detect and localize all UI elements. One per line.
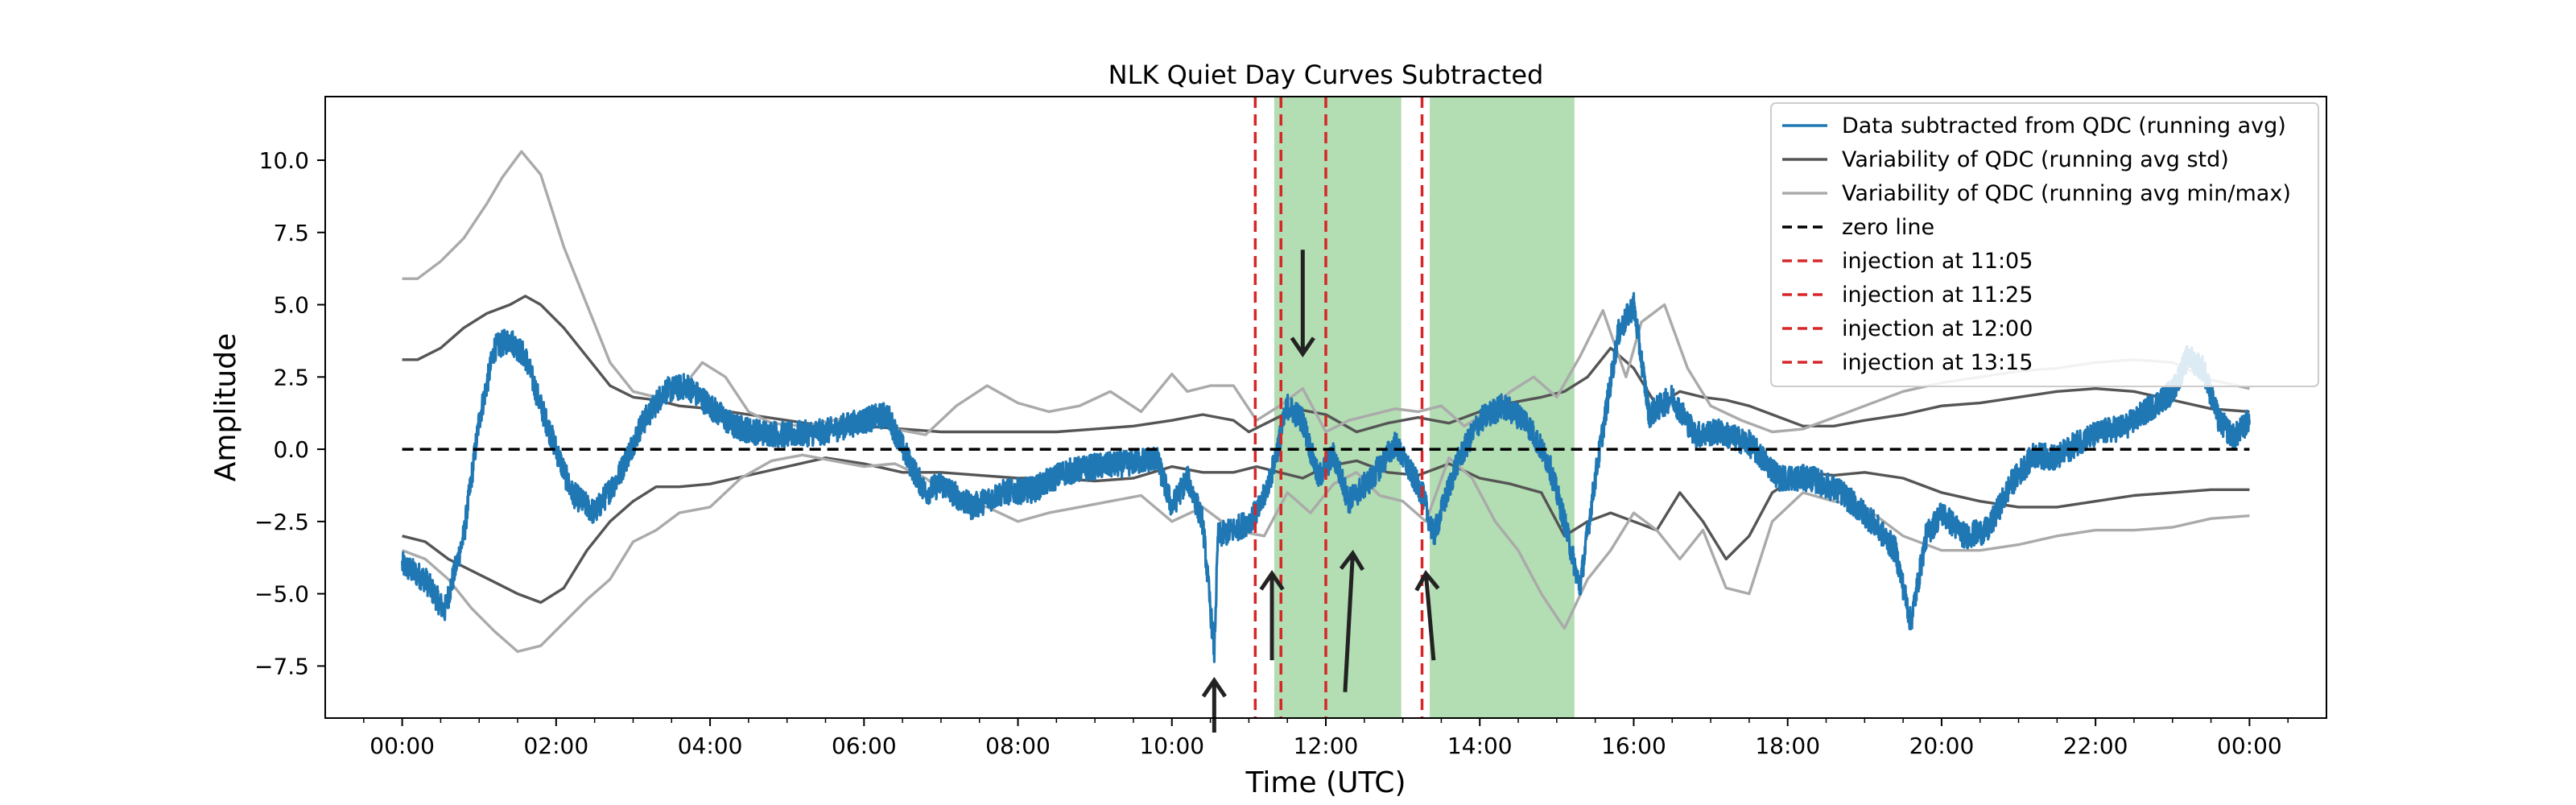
y-tick-label: −7.5 — [254, 653, 309, 679]
x-tick-label: 20:00 — [1909, 733, 1975, 759]
chart-title: NLK Quiet Day Curves Subtracted — [1108, 60, 1544, 90]
legend-label: zero line — [1842, 215, 1934, 240]
legend-item: injection at 12:00 — [1782, 316, 2033, 341]
x-tick-label: 18:00 — [1755, 733, 1820, 759]
arrow-down-5 — [1290, 250, 1315, 357]
x-tick-label: 10:00 — [1139, 733, 1204, 759]
y-tick-label: 7.5 — [273, 220, 309, 246]
x-axis-label: Time (UTC) — [1245, 766, 1406, 799]
y-tick-label: −5.0 — [254, 581, 309, 608]
arrow-up-2 — [1259, 570, 1285, 661]
x-tick-label: 02:00 — [523, 733, 588, 759]
legend-item: Variability of QDC (running avg std) — [1782, 147, 2229, 172]
legend-item: injection at 11:05 — [1782, 249, 2033, 274]
arrow-up-4 — [1414, 570, 1440, 661]
arrow-up-3 — [1339, 549, 1365, 692]
arrows — [1201, 250, 1440, 733]
axis-ticks: 00:00 02:00 04:00 06:00 08:00 10:00 12:00 14:00… — [254, 147, 2289, 759]
legend-box — [1770, 102, 2319, 387]
x-tick-label: 22:00 — [2063, 733, 2128, 759]
series-line-5 — [402, 453, 2250, 654]
x-tick-label: 04:00 — [678, 733, 743, 759]
reference-lines — [402, 97, 2250, 718]
y-tick-label: 0.0 — [273, 436, 309, 463]
y-tick-label: 2.5 — [273, 364, 309, 390]
x-tick-label: 00:00 — [2217, 733, 2282, 759]
legend-item: zero line — [1782, 215, 1934, 240]
x-tick-label: 12:00 — [1294, 733, 1359, 759]
x-tick-label: 16:00 — [1601, 733, 1666, 759]
legend-item: Data subtracted from QDC (running avg) — [1782, 114, 2286, 138]
x-tick-label: 06:00 — [832, 733, 897, 759]
legend-label: injection at 11:25 — [1842, 283, 2033, 308]
legend-item: injection at 13:15 — [1782, 350, 2033, 375]
x-tick-label: 14:00 — [1447, 733, 1513, 759]
y-tick-label: 10.0 — [259, 147, 309, 174]
y-tick-label: −2.5 — [254, 509, 309, 535]
legend-label: Variability of QDC (running avg std) — [1842, 147, 2229, 172]
arrow-up-1 — [1201, 676, 1227, 733]
series-line-4 — [402, 150, 2250, 436]
legend-label: Data subtracted from QDC (running avg) — [1842, 114, 2286, 138]
y-tick-label: 5.0 — [273, 292, 309, 319]
x-tick-label: 08:00 — [985, 733, 1051, 759]
legend-label: injection at 11:05 — [1842, 249, 2033, 274]
shaded-regions — [1274, 97, 1575, 718]
legend-item: Variability of QDC (running avg min/max) — [1782, 181, 2291, 206]
legend-label: injection at 13:15 — [1842, 350, 2033, 375]
legend-item: injection at 11:25 — [1782, 283, 2033, 308]
legend-label: Variability of QDC (running avg min/max) — [1842, 181, 2291, 206]
legend: Data subtracted from QDC (running avg) Va… — [1770, 102, 2319, 387]
x-tick-label: 00:00 — [369, 733, 435, 759]
legend-label: injection at 12:00 — [1842, 316, 2033, 341]
y-axis-label: Amplitude — [209, 333, 242, 481]
